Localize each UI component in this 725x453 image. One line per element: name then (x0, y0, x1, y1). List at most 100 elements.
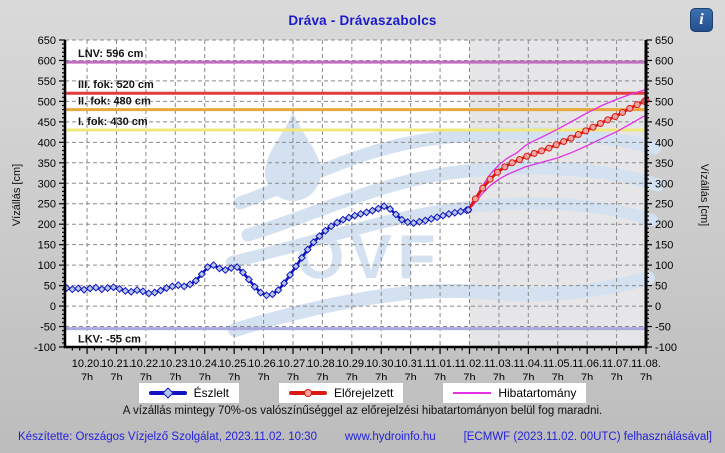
legend-item-observed: Észlelt (138, 383, 239, 403)
svg-text:7h: 7h (110, 372, 122, 380)
svg-text:10.21.: 10.21. (101, 358, 132, 370)
watermark-text: OVF (296, 223, 441, 292)
svg-text:10.31.: 10.31. (395, 358, 426, 370)
svg-text:300: 300 (38, 178, 56, 190)
footer-website-link[interactable]: www.hydroinfo.hu (344, 431, 436, 443)
svg-text:250: 250 (38, 199, 56, 211)
svg-text:200: 200 (38, 219, 56, 231)
svg-text:550: 550 (38, 76, 56, 88)
svg-text:-100: -100 (655, 342, 677, 354)
reference-line-fok1: I. fok: 430 cm (65, 116, 646, 132)
legend-label-observed: Észlelt (193, 386, 229, 400)
series-forecast (464, 96, 650, 214)
svg-text:7h: 7h (581, 372, 593, 380)
svg-text:-100: -100 (34, 342, 56, 354)
svg-text:650: 650 (655, 35, 673, 47)
svg-text:I. fok: 430 cm: I. fok: 430 cm (78, 116, 148, 128)
svg-text:7h: 7h (316, 372, 328, 380)
svg-text:-50: -50 (40, 322, 56, 334)
svg-text:7h: 7h (640, 372, 652, 380)
svg-text:0: 0 (655, 301, 661, 313)
svg-text:7h: 7h (522, 372, 534, 380)
svg-text:400: 400 (655, 137, 673, 149)
svg-text:7h: 7h (257, 372, 269, 380)
svg-text:10.26.: 10.26. (248, 358, 279, 370)
svg-text:10.30.: 10.30. (366, 358, 397, 370)
svg-text:10.29.: 10.29. (337, 358, 368, 370)
svg-text:11.01.: 11.01. (425, 358, 455, 370)
svg-text:7h: 7h (493, 372, 505, 380)
footer: Készítette: Országos Vízjelző Szolgálat,… (0, 431, 725, 443)
legend-item-forecast: Előrejelzett (278, 383, 404, 403)
svg-text:7h: 7h (228, 372, 240, 380)
svg-text:LNV: 596 cm: LNV: 596 cm (78, 48, 144, 60)
svg-text:50: 50 (655, 281, 667, 293)
svg-text:600: 600 (38, 55, 56, 67)
svg-text:7h: 7h (434, 372, 446, 380)
svg-text:250: 250 (655, 199, 673, 211)
svg-text:200: 200 (655, 219, 673, 231)
reference-line-fok3: III. fok: 520 cm (65, 79, 646, 95)
reference-line-lnv: LNV: 596 cm (65, 48, 646, 64)
legend-label-forecast: Előrejelzett (333, 386, 394, 400)
svg-text:7h: 7h (199, 372, 211, 380)
x-axis-ticks: 10.20. 7h 10.21. 7h 10.22. 7h 10.23. 7h 10.24. 7h… (71, 347, 661, 380)
reference-line-lkv: LKV: -55 cm (65, 327, 646, 346)
svg-text:600: 600 (655, 55, 673, 67)
footer-model-info: [ECMWF (2023.11.02. 00UTC) felhasználásá… (463, 431, 712, 443)
legend-label-errorband: Hibatartomány (498, 386, 577, 400)
svg-text:500: 500 (38, 96, 56, 108)
svg-text:7h: 7h (169, 372, 181, 380)
svg-text:0: 0 (50, 301, 56, 313)
legend-item-errorband: Hibatartomány (443, 383, 587, 403)
svg-text:50: 50 (44, 281, 56, 293)
svg-text:11.02.: 11.02. (455, 358, 485, 370)
svg-text:7h: 7h (346, 372, 358, 380)
series-band-upper (471, 88, 647, 204)
svg-text:10.22.: 10.22. (131, 358, 162, 370)
observed-line-sample (148, 387, 187, 399)
svg-text:11.07.: 11.07. (602, 358, 632, 370)
footer-credit: Készítette: Országos Vízjelző Szolgálat,… (18, 431, 317, 443)
svg-text:150: 150 (38, 240, 56, 252)
svg-text:7h: 7h (287, 372, 299, 380)
svg-text:II. fok: 480 cm: II. fok: 480 cm (78, 96, 151, 108)
svg-text:10.23.: 10.23. (160, 358, 191, 370)
svg-text:10.25.: 10.25. (219, 358, 250, 370)
svg-text:350: 350 (655, 158, 673, 170)
svg-text:7h: 7h (552, 372, 564, 380)
svg-text:100: 100 (38, 260, 56, 272)
water-level-chart: OVF LNV: 596 cm III. fok: 520 cm II. fok: 4… (34, 35, 677, 380)
svg-text:LKV: -55 cm: LKV: -55 cm (78, 334, 141, 346)
svg-text:7h: 7h (405, 372, 417, 380)
grid (65, 39, 646, 347)
svg-text:300: 300 (655, 178, 673, 190)
svg-text:10.28.: 10.28. (307, 358, 338, 370)
svg-text:7h: 7h (610, 372, 622, 380)
confidence-note: A vízállás mintegy 70%-os valószínűségge… (122, 405, 603, 417)
svg-text:150: 150 (655, 240, 673, 252)
circle-marker-icon (303, 389, 312, 397)
svg-text:11.04.: 11.04. (513, 358, 543, 370)
svg-text:500: 500 (655, 96, 673, 108)
svg-text:450: 450 (38, 117, 56, 129)
info-icon[interactable]: i (690, 8, 713, 32)
svg-text:III. fok: 520 cm: III. fok: 520 cm (78, 79, 154, 91)
svg-text:7h: 7h (81, 372, 93, 380)
svg-text:11.08.: 11.08. (631, 358, 661, 370)
svg-text:650: 650 (38, 35, 56, 47)
svg-text:7h: 7h (140, 372, 152, 380)
chart-legend: Észlelt Előrejelzett Hibatartomány (0, 383, 725, 403)
svg-text:10.20.: 10.20. (72, 358, 103, 370)
forecast-line-sample (288, 388, 327, 398)
chart-title: Dráva - Drávaszabolcs (288, 13, 437, 28)
svg-text:11.05.: 11.05. (543, 358, 573, 370)
diamond-marker-icon (161, 387, 174, 399)
svg-text:450: 450 (655, 117, 673, 129)
svg-text:350: 350 (38, 158, 56, 170)
series-band-lower (471, 114, 647, 207)
svg-text:10.24.: 10.24. (189, 358, 220, 370)
svg-text:400: 400 (38, 137, 56, 149)
errorband-line-sample (453, 388, 492, 398)
